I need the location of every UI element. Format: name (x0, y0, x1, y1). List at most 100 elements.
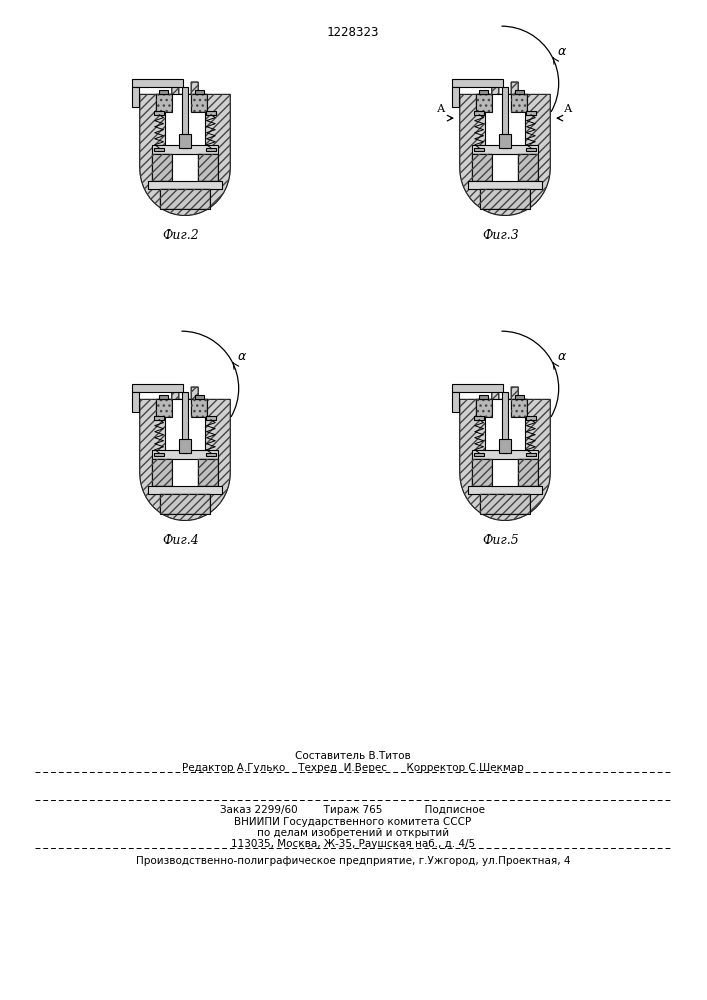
Bar (511, 94, 527, 112)
Bar (165, 94, 205, 204)
Bar (180, 439, 191, 453)
Bar (479, 90, 488, 94)
Bar (152, 154, 172, 181)
Bar (192, 94, 207, 112)
Bar (511, 399, 527, 417)
Bar (199, 459, 218, 486)
Bar (518, 154, 538, 181)
Bar (192, 94, 207, 112)
Bar (206, 453, 216, 456)
Text: α: α (238, 350, 246, 363)
Bar (515, 395, 524, 399)
Bar (468, 486, 542, 494)
Bar (479, 189, 530, 209)
Bar (476, 94, 491, 112)
Bar (154, 148, 165, 151)
Bar (152, 459, 172, 486)
Text: Составитель В.Титов: Составитель В.Титов (295, 751, 411, 761)
Bar (476, 94, 491, 112)
Bar (452, 384, 503, 392)
Bar (472, 145, 538, 154)
Text: Фиг.4: Фиг.4 (162, 534, 199, 547)
Bar (152, 450, 218, 459)
Bar (472, 450, 538, 459)
Bar (518, 459, 538, 486)
Bar (525, 416, 536, 420)
Bar (452, 87, 459, 107)
Text: Редактор А.Гулько    Техред  И.Верес      Корректор С.Шекмар: Редактор А.Гулько Техред И.Верес Коррект… (182, 763, 524, 773)
Bar (206, 111, 216, 115)
Bar (485, 94, 525, 204)
Bar (511, 399, 527, 417)
Polygon shape (140, 82, 230, 215)
Bar (452, 79, 503, 87)
Bar (132, 79, 183, 87)
Text: Заказ 2299/60        Тираж 765             Подписное: Заказ 2299/60 Тираж 765 Подписное (221, 805, 486, 815)
Text: А: А (564, 104, 573, 114)
Bar (159, 395, 168, 399)
Bar (180, 134, 191, 148)
Bar (515, 90, 524, 94)
Bar (132, 384, 183, 392)
Text: Фиг.5: Фиг.5 (482, 534, 519, 547)
Bar (525, 148, 536, 151)
Bar (525, 453, 536, 456)
Bar (518, 154, 538, 181)
Polygon shape (140, 387, 230, 520)
Text: ВНИИПИ Государственного комитета СССР: ВНИИПИ Государственного комитета СССР (235, 817, 472, 827)
Bar (502, 392, 508, 453)
Bar (148, 486, 222, 494)
Bar (476, 399, 491, 417)
Text: Производственно-полиграфическое предприятие, г.Ужгород, ул.Проектная, 4: Производственно-полиграфическое предприя… (136, 856, 571, 866)
Bar (474, 148, 484, 151)
Bar (152, 145, 218, 154)
Text: 113035, Москва, Ж-35, Раушская наб., д. 4/5: 113035, Москва, Ж-35, Раушская наб., д. … (231, 839, 475, 849)
Polygon shape (460, 387, 550, 520)
Text: по делам изобретений и открытий: по делам изобретений и открытий (257, 828, 449, 838)
Bar (132, 87, 139, 107)
Bar (195, 395, 204, 399)
Text: α: α (558, 45, 566, 58)
Text: Фиг.2: Фиг.2 (162, 229, 199, 242)
Bar (479, 494, 530, 514)
Bar (472, 459, 491, 486)
Bar (160, 494, 211, 514)
Bar (472, 154, 491, 181)
Text: А: А (438, 104, 445, 114)
Bar (182, 87, 188, 148)
Bar (452, 392, 459, 412)
Bar (156, 399, 172, 417)
Bar (499, 439, 510, 453)
Bar (474, 111, 484, 115)
Bar (192, 399, 207, 417)
Bar (152, 154, 172, 181)
Bar (156, 94, 172, 112)
Bar (154, 111, 165, 115)
Bar (474, 453, 484, 456)
Bar (165, 399, 205, 509)
Bar (182, 392, 188, 453)
Bar (472, 154, 491, 181)
Bar (502, 87, 508, 148)
Bar (525, 111, 536, 115)
Bar (499, 134, 510, 148)
Bar (160, 189, 211, 209)
Bar (479, 189, 530, 209)
Bar (192, 399, 207, 417)
Bar (160, 189, 211, 209)
Bar (479, 494, 530, 514)
Polygon shape (460, 82, 550, 215)
Bar (195, 90, 204, 94)
Bar (199, 459, 218, 486)
Bar (518, 459, 538, 486)
Bar (154, 416, 165, 420)
Bar (472, 459, 491, 486)
Bar (206, 148, 216, 151)
Bar (511, 94, 527, 112)
Bar (148, 181, 222, 189)
Text: 1228323: 1228323 (327, 26, 379, 39)
Bar (199, 154, 218, 181)
Bar (485, 399, 525, 509)
Bar (156, 94, 172, 112)
Bar (154, 453, 165, 456)
